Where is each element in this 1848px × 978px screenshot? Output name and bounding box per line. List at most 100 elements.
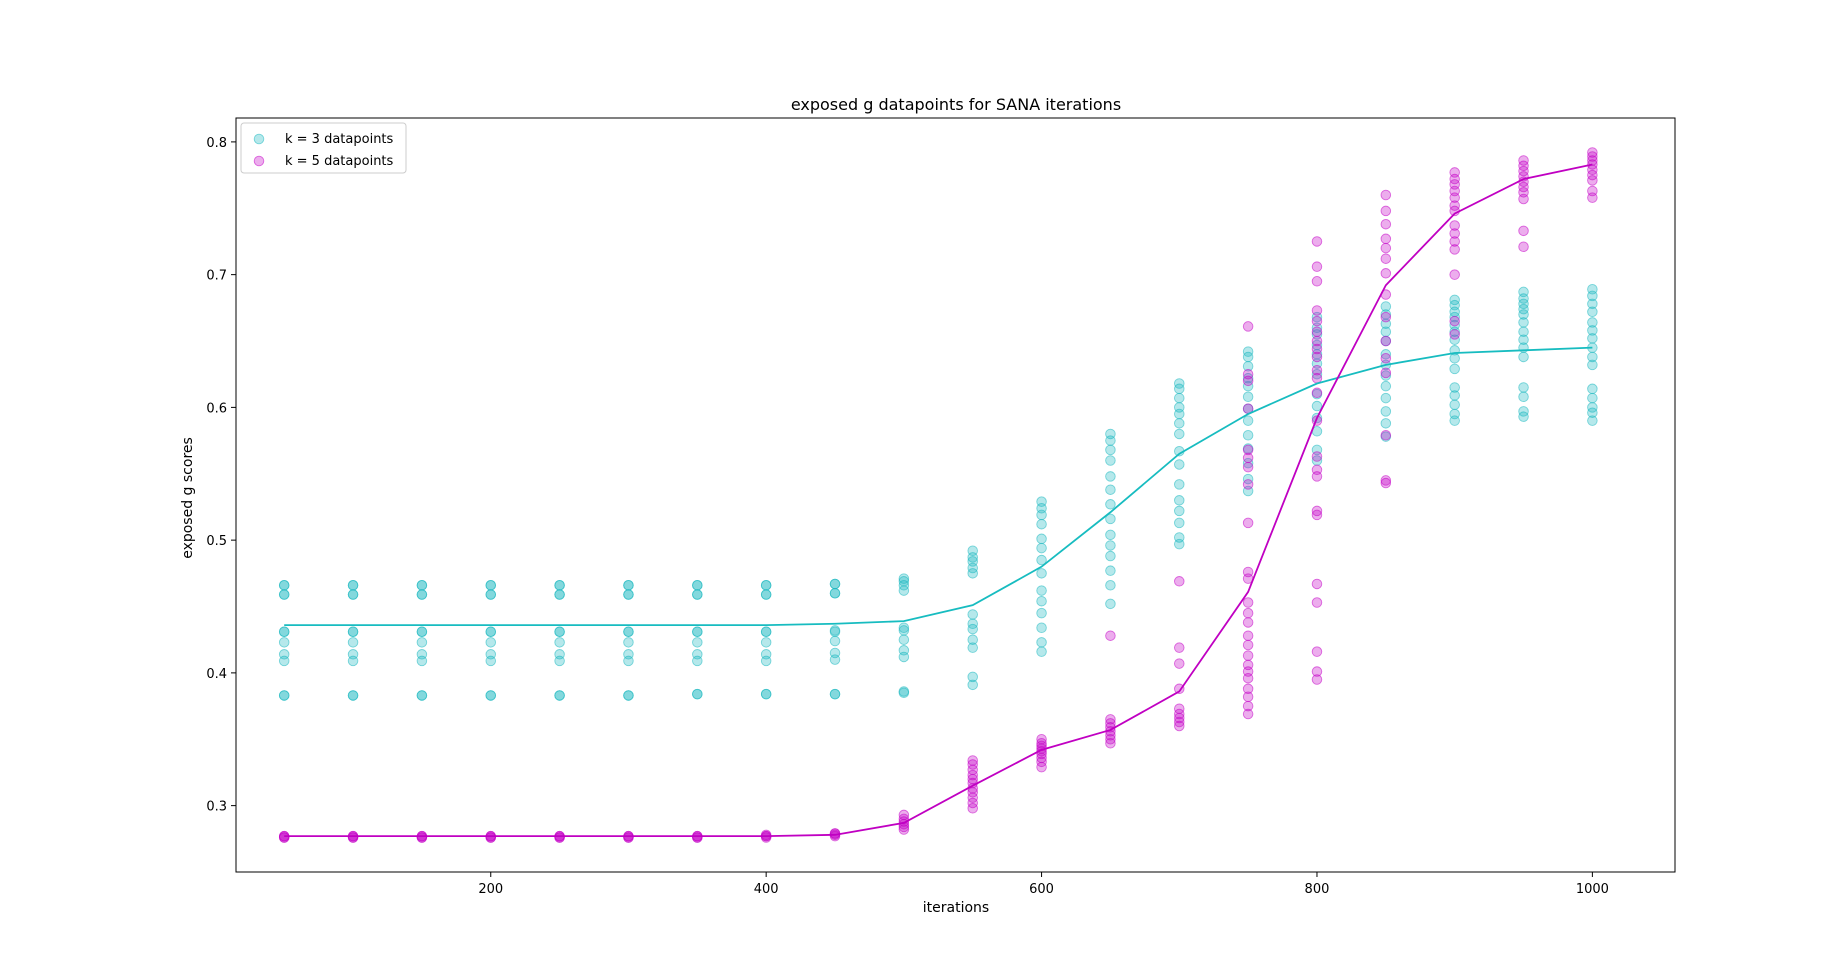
data-point (278, 832, 290, 843)
y-axis-label: exposed g scores (180, 437, 196, 559)
x-axis-label: iterations (923, 900, 989, 916)
plot-frame (235, 117, 1676, 873)
data-point (1174, 576, 1185, 587)
data-point (1587, 175, 1598, 186)
chart-title: exposed g datapoints for SANA iterations (791, 95, 1121, 114)
data-point (1105, 718, 1116, 729)
data-point (1036, 607, 1047, 619)
data-point (1105, 714, 1116, 725)
data-point (1242, 321, 1254, 332)
data-point (692, 655, 703, 667)
data-point (485, 589, 497, 600)
data-point (1518, 326, 1529, 337)
data-point (1587, 359, 1598, 371)
data-point (623, 655, 634, 667)
x-tick-label: 800 (1305, 882, 1330, 897)
data-point (1449, 192, 1460, 203)
data-point (1311, 305, 1323, 316)
data-point (485, 655, 497, 667)
data-point (1518, 303, 1529, 315)
data-point (485, 690, 497, 701)
data-point (1174, 720, 1185, 732)
data-point (1174, 708, 1185, 720)
data-point (1380, 205, 1392, 217)
data-point (278, 637, 290, 648)
data-point (623, 690, 634, 701)
data-point (1174, 495, 1185, 506)
data-point (692, 626, 703, 637)
data-point (1311, 364, 1323, 376)
data-point (1242, 617, 1254, 628)
data-point (760, 832, 772, 843)
data-point (1380, 380, 1392, 392)
data-point (1036, 622, 1047, 634)
mean-lines-layer (284, 163, 1593, 838)
data-point (1449, 390, 1460, 401)
data-point (1036, 761, 1047, 773)
data-point (760, 589, 772, 600)
data-point (760, 688, 772, 700)
data-point (1311, 276, 1323, 287)
data-point (278, 655, 290, 667)
data-point (967, 609, 978, 620)
data-point (1242, 444, 1254, 456)
data-point (1380, 335, 1392, 347)
data-point (1587, 351, 1598, 363)
legend-label: k = 3 datapoints (285, 132, 394, 147)
data-point (898, 651, 910, 663)
data-point (623, 637, 634, 648)
series-points-2 (278, 147, 1598, 843)
data-point (1242, 517, 1254, 529)
data-point (1105, 580, 1116, 591)
data-point (485, 832, 497, 843)
data-point (1105, 484, 1116, 495)
data-point (967, 623, 978, 635)
data-point (1311, 471, 1323, 482)
data-point (1242, 708, 1254, 720)
data-point (898, 580, 910, 591)
data-point (1242, 691, 1254, 703)
data-point (1174, 479, 1185, 490)
x-tick-label: 400 (754, 882, 779, 897)
data-point (485, 637, 497, 648)
data-point (1518, 391, 1529, 403)
data-point (1449, 228, 1460, 239)
data-point (1587, 169, 1598, 181)
data-point (1380, 418, 1392, 429)
data-point (829, 654, 841, 665)
data-point (1105, 444, 1116, 456)
data-point (1449, 244, 1460, 255)
data-point (1242, 457, 1254, 469)
data-point (1174, 658, 1185, 669)
data-point (1105, 529, 1116, 541)
data-point (1449, 399, 1460, 410)
data-point (1174, 505, 1185, 517)
data-point (1174, 418, 1185, 429)
data-point (278, 589, 290, 600)
data-point (760, 626, 772, 637)
data-point (347, 637, 359, 648)
data-point (967, 562, 978, 574)
data-point (1518, 411, 1529, 422)
data-point (278, 626, 290, 637)
data-point (1380, 218, 1392, 230)
data-point (1449, 334, 1460, 345)
data-point (554, 589, 565, 600)
data-point (1380, 353, 1392, 364)
data-point (1242, 473, 1254, 485)
data-point (1587, 298, 1598, 310)
data-point (416, 626, 428, 637)
data-point (692, 688, 703, 700)
data-point (1242, 391, 1254, 403)
data-point (1242, 375, 1254, 387)
data-point (829, 578, 841, 590)
data-point (967, 797, 978, 809)
data-point (1587, 392, 1598, 404)
data-point (554, 655, 565, 667)
data-point (1174, 392, 1185, 404)
y-tick-label: 0.7 (206, 269, 227, 284)
data-point (1174, 538, 1185, 550)
data-point (485, 626, 497, 637)
plot-area (278, 147, 1598, 843)
